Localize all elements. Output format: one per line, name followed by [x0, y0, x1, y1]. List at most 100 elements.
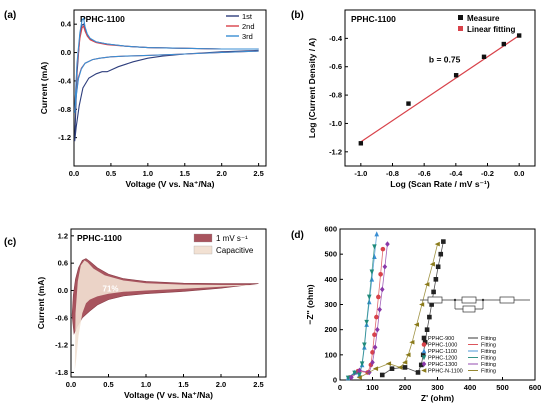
data-point — [385, 361, 392, 366]
circuit-node — [481, 298, 485, 302]
panel-a-cv-chart: 0.0 0.5 1.0 1.5 2.0 2.5 0.4 0.0 -0.4 -0.8 -1.2 Volt… — [39, 9, 267, 189]
y-tick-label: 0 — [333, 376, 337, 385]
x-axis-label: Voltage (V vs. Na⁺/Na) — [124, 390, 213, 400]
data-point — [374, 231, 380, 237]
x-tick-label: 0.5 — [106, 169, 116, 178]
x-axis-label: Voltage (V vs. Na⁺/Na) — [126, 179, 215, 189]
data-point — [345, 375, 351, 381]
legend-swatch — [458, 26, 463, 31]
legend-fit-label: Fitting — [481, 349, 496, 355]
data-point — [357, 367, 362, 374]
data-point — [380, 246, 386, 252]
measure-point — [516, 33, 522, 38]
data-point — [372, 366, 379, 371]
plot-frame — [70, 228, 267, 378]
data-point — [422, 339, 428, 345]
legend-label: PPHC-1100 — [428, 349, 457, 355]
y-tick-label: 100 — [324, 350, 337, 359]
legend-label: 1st — [242, 12, 253, 21]
percent-annotation: 71% — [103, 284, 119, 293]
legend-swatch — [193, 233, 213, 243]
data-point — [420, 352, 426, 358]
data-point — [352, 370, 357, 376]
legend-fit-label: Fitting — [481, 336, 496, 342]
x-tick-label: 0.0 — [69, 169, 79, 178]
y-tick-label: -0.6 — [329, 62, 342, 71]
data-point — [372, 244, 377, 250]
resistor-symbol — [499, 296, 515, 304]
x-tick-label: 0.0 — [66, 380, 76, 389]
panel-b-loglog-chart: -1.0 -0.8 -0.6 -0.4 -0.2 0.0 -0.4 -0.6 -0.8 -1.0 -… — [307, 9, 536, 189]
y-axis-label: −Z'' (ohm) — [305, 284, 315, 324]
data-point — [397, 365, 403, 370]
x-tick-label: -1.0 — [354, 169, 367, 178]
data-point — [378, 272, 383, 277]
y-axis-label: Current (mA) — [36, 277, 46, 330]
y-tick-label: -1.0 — [329, 119, 342, 128]
data-point — [385, 241, 390, 247]
x-tick-label: 2.0 — [216, 169, 226, 178]
data-point — [421, 335, 427, 341]
data-point — [372, 332, 377, 338]
data-point — [424, 327, 430, 332]
cv-series-3rd — [74, 17, 259, 113]
data-point — [441, 239, 446, 244]
panel-label: (a) — [4, 10, 16, 21]
data-point — [415, 370, 421, 375]
fit-curve — [359, 244, 438, 378]
legend-swatch — [193, 245, 213, 255]
chart-title: PPHC-1100 — [351, 14, 396, 24]
data-point — [357, 372, 362, 378]
legend-label: PPHC-1300 — [428, 362, 457, 368]
cpe-symbol — [462, 305, 476, 313]
chart-title: PPHC-1100 — [80, 14, 125, 24]
data-point — [435, 264, 441, 270]
y-tick-label: -0.6 — [55, 313, 68, 322]
y-tick-label: -1.2 — [55, 341, 68, 350]
y-tick-label: -1.8 — [55, 368, 68, 377]
x-axis-label: Log (Scan Rate / mV s⁻¹) — [390, 179, 490, 189]
x-tick-label: 2.5 — [253, 169, 263, 178]
legend-label: 3rd — [242, 32, 253, 41]
fit-curve — [347, 233, 378, 379]
legend-fit-label: Fitting — [481, 343, 496, 349]
resistor-symbol — [427, 296, 443, 304]
legend-label: Measure — [467, 14, 500, 23]
x-tick-label: 500 — [496, 383, 509, 392]
data-point — [349, 374, 354, 381]
x-tick-label: 1.0 — [141, 380, 151, 389]
y-tick-label: -1.2 — [58, 133, 71, 142]
x-tick-label: 300 — [431, 383, 444, 392]
data-point — [421, 355, 427, 361]
panel-d-nyquist-chart: 0 100 200 300 400 500 600 0 100 200 300 400 500 600 Z'… — [305, 225, 541, 404]
data-point — [413, 322, 419, 327]
y-tick-label: 0.0 — [61, 48, 71, 57]
data-point — [379, 372, 385, 378]
data-point — [421, 342, 427, 347]
legend-label: 1 mV s⁻¹ — [216, 234, 248, 243]
y-tick-label: -1.2 — [329, 147, 342, 156]
plot-frame — [344, 9, 536, 167]
data-point — [379, 286, 385, 293]
y-axis-label: Log (Current Density / A) — [307, 38, 317, 138]
data-point — [421, 348, 427, 354]
x-axis-label: Z' (ohm) — [421, 393, 454, 403]
y-tick-label: 0.4 — [61, 20, 72, 29]
data-point — [364, 319, 369, 325]
data-point — [369, 269, 375, 275]
data-point — [356, 375, 362, 380]
data-point — [366, 294, 372, 300]
x-tick-label: -0.4 — [449, 169, 463, 178]
data-point — [402, 360, 408, 365]
data-point — [419, 302, 425, 307]
data-point — [405, 352, 411, 358]
x-tick-label: 200 — [399, 383, 412, 392]
y-tick-label: -0.8 — [329, 91, 342, 100]
panel-label: (c) — [4, 237, 16, 248]
fit-curve — [347, 246, 375, 379]
legend-label: 2nd — [242, 22, 255, 31]
data-point — [427, 314, 432, 320]
data-point — [366, 299, 372, 305]
slope-annotation: b = 0.75 — [429, 54, 461, 64]
